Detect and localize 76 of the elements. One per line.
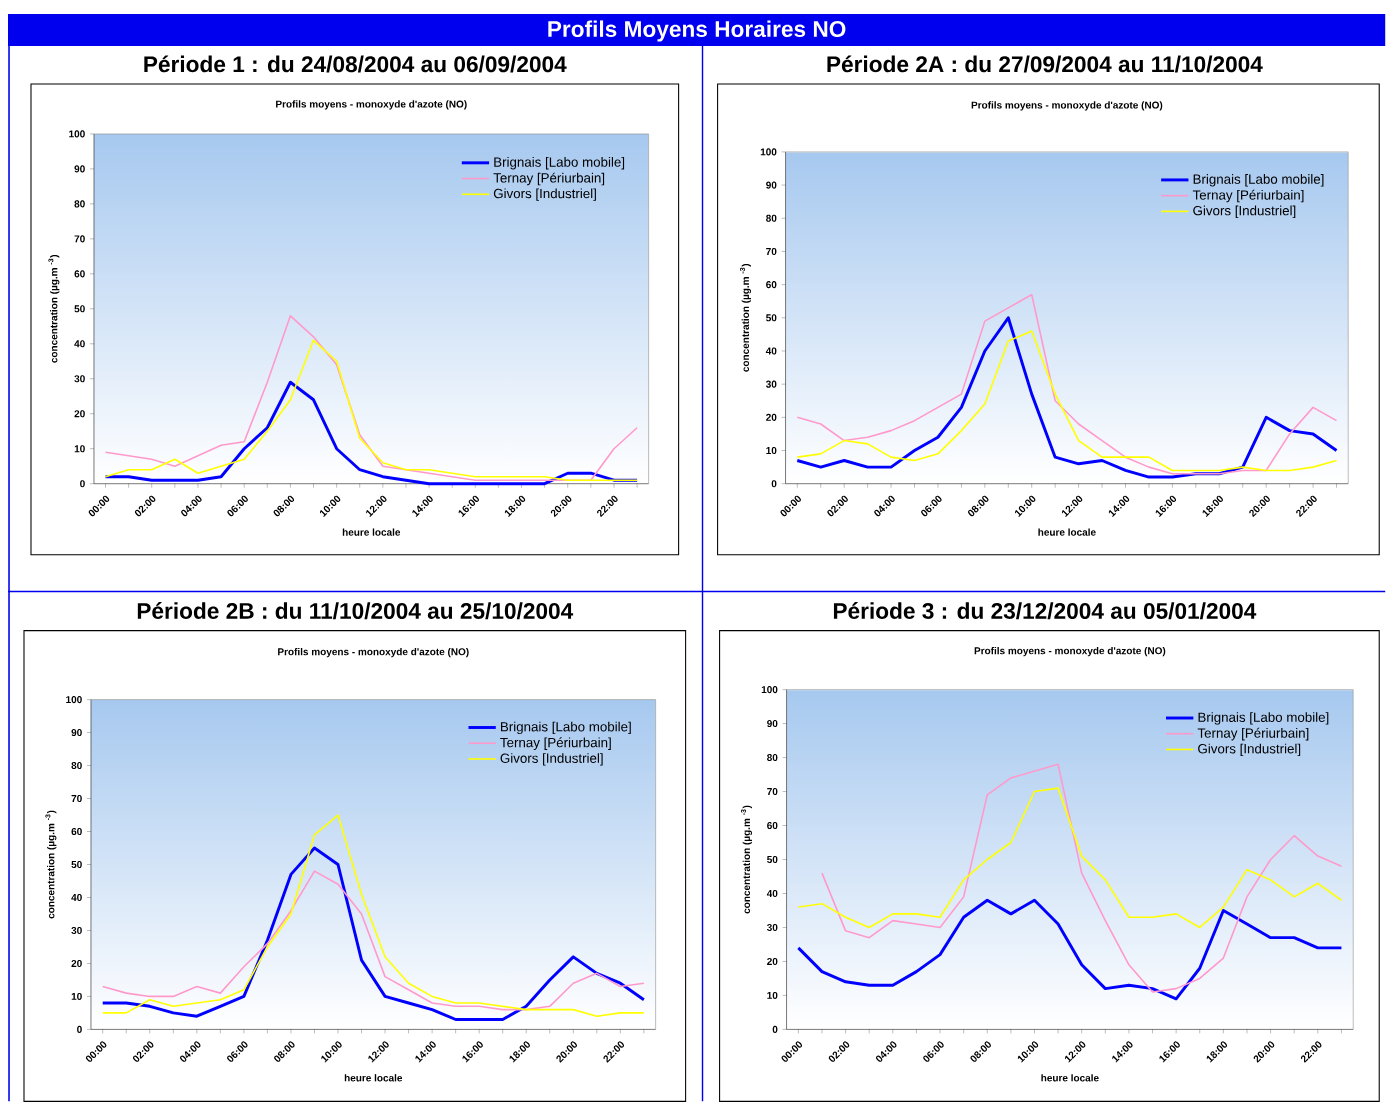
- x-axis-title: heure locale: [344, 1074, 403, 1082]
- y-tick-label: 90: [71, 728, 82, 737]
- y-tick-label: 100: [66, 695, 82, 704]
- y-tick-label: 60: [767, 821, 778, 829]
- text: Profils Moyens Horaires NO: [548, 20, 846, 42]
- y-tick-label: 70: [767, 787, 778, 795]
- x-axis-title: heure locale: [1038, 528, 1096, 536]
- x-axis-title: heure locale: [342, 528, 401, 536]
- legend-label: Givors [Industriel]: [1198, 743, 1301, 756]
- y-tick-label: 50: [71, 860, 82, 868]
- y-tick-label: 60: [71, 827, 82, 835]
- y-tick-label: 60: [766, 281, 777, 289]
- legend-label: Brignais [Labo mobile]: [501, 721, 631, 735]
- y-tick-label: 30: [71, 926, 82, 934]
- legend-label: Brignais [Labo mobile]: [1193, 174, 1324, 187]
- y-tick-label: 0: [77, 1025, 82, 1033]
- y-tick-label: 40: [74, 340, 85, 348]
- y-tick-label: 40: [765, 347, 777, 355]
- y-tick-label: 100: [760, 148, 777, 156]
- y-tick-label: 60: [74, 270, 85, 278]
- y-axis-title: concentration (µg.m $^{-3}$): [740, 263, 752, 372]
- chart-title: Période 1 : du 24/08/2004 au 06/09/2004: [144, 55, 567, 73]
- y-tick-label: 50: [767, 855, 778, 863]
- y-tick-label: 70: [71, 794, 82, 802]
- y-tick-label: 0: [80, 480, 85, 488]
- y-tick-label: 30: [765, 380, 777, 388]
- y-axis-title: concentration (µg.m $^{-3}$): [741, 805, 753, 914]
- line-series: [797, 787, 1343, 929]
- legend-label: Ternay [Périurbain]: [1192, 189, 1304, 203]
- chart-subtitle: Profils moyens - monoxyde d'azote (NO): [971, 101, 1163, 111]
- y-tick-label: 90: [74, 165, 85, 173]
- y-tick-label: 0: [772, 1025, 778, 1033]
- y-tick-label: 0: [771, 480, 777, 488]
- line-series: [101, 870, 645, 1011]
- line-series: [796, 898, 1343, 1001]
- legend-label: Brignais [Labo mobile]: [1198, 712, 1329, 725]
- y-tick-label: 50: [74, 305, 85, 313]
- y-tick-label: 10: [71, 992, 82, 1000]
- chart-subtitle: Profils moyens - monoxyde d'azote (NO): [276, 100, 467, 110]
- y-tick-label: 80: [767, 753, 778, 762]
- y-tick-label: 20: [74, 410, 85, 418]
- y-tick-label: 40: [71, 893, 82, 901]
- y-tick-label: 100: [69, 130, 85, 138]
- y-tick-label: 30: [766, 923, 778, 931]
- y-tick-label: 20: [71, 959, 82, 967]
- y-tick-label: 30: [74, 375, 85, 383]
- y-tick-label: 90: [766, 181, 777, 189]
- y-tick-label: 70: [766, 247, 777, 255]
- legend-label: Ternay [Périurbain]: [493, 172, 605, 186]
- y-tick-label: 10: [766, 446, 777, 454]
- y-tick-label: 70: [74, 235, 85, 243]
- y-tick-label: 10: [74, 445, 85, 453]
- y-tick-label: 80: [766, 214, 777, 222]
- legend-label: Givors [Industriel]: [1193, 205, 1296, 218]
- legend-label: Givors [Industriel]: [500, 753, 603, 766]
- y-axis-title: concentration (µg.m $^{-3}$): [45, 810, 57, 919]
- legend-label: Ternay [Périurbain]: [500, 737, 611, 750]
- chart-title: Période 2A : du 27/09/2004 au 11/10/2004: [827, 55, 1263, 73]
- chart-title: Période 2B : du 11/10/2004 au 25/10/2004: [137, 602, 574, 620]
- y-tick-label: 100: [761, 685, 778, 694]
- y-tick-label: 80: [71, 761, 82, 770]
- y-tick-label: 80: [74, 200, 85, 208]
- x-axis-title: heure locale: [1041, 1074, 1099, 1082]
- legend-label: Givors [Industriel]: [493, 188, 596, 201]
- y-tick-label: 20: [767, 957, 778, 965]
- chart-title: Période 3 : du 23/12/2004 au 05/01/2004: [833, 602, 1257, 620]
- chart-subtitle: Profils moyens - monoxyde d'azote (NO): [278, 647, 469, 658]
- legend-label: Ternay [Périurbain]: [1197, 727, 1309, 741]
- chart-subtitle: Profils moyens - monoxyde d'azote (NO): [974, 646, 1166, 657]
- y-tick-label: 40: [766, 889, 778, 897]
- legend-label: Brignais [Labo mobile]: [494, 156, 625, 170]
- y-tick-label: 10: [767, 991, 778, 999]
- y-tick-label: 20: [766, 413, 777, 421]
- y-tick-label: 90: [767, 719, 778, 728]
- y-axis-title: concentration (µg.m $^{-3}$): [48, 254, 60, 363]
- y-tick-label: 50: [766, 314, 777, 322]
